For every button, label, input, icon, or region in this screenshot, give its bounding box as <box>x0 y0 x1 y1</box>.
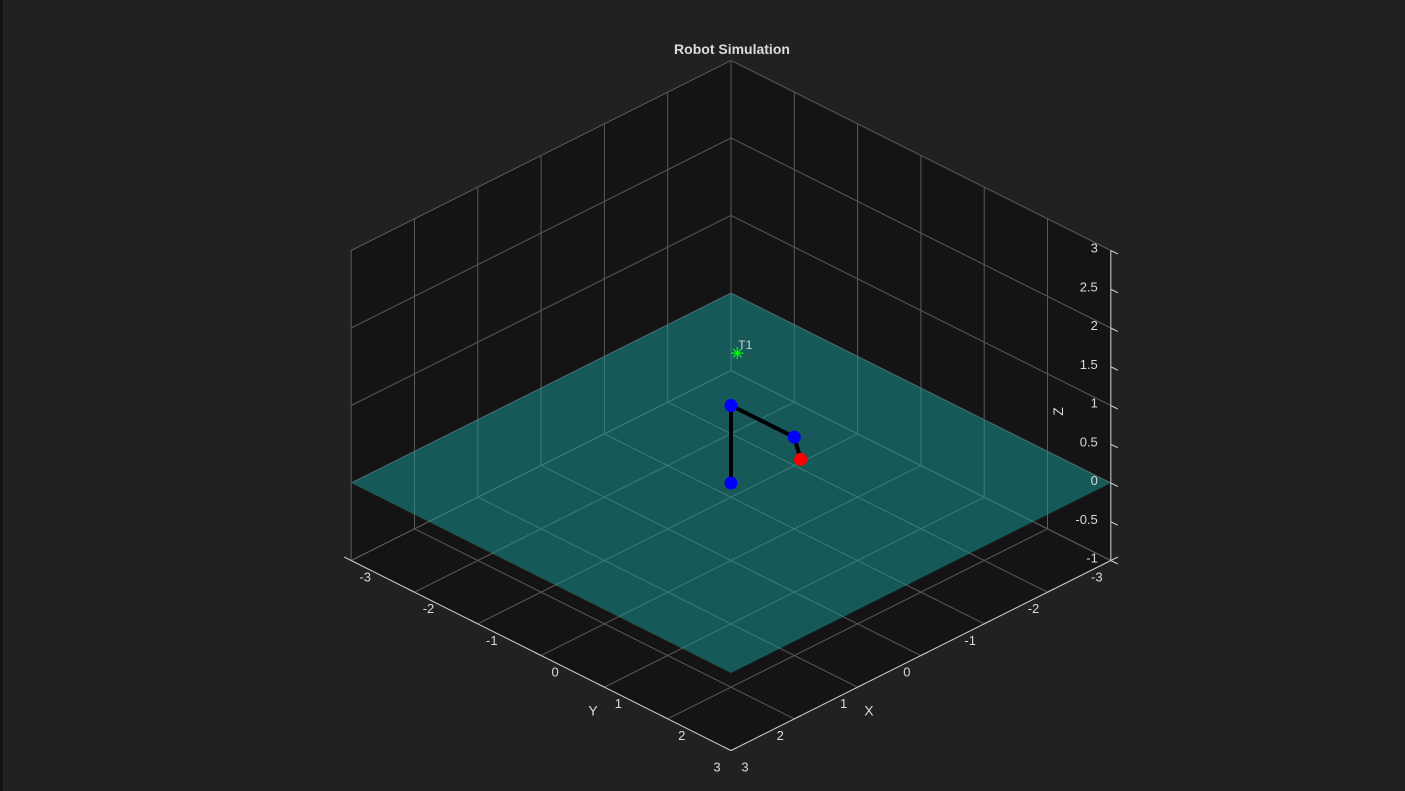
x-axis-label: X <box>864 703 874 719</box>
grid-line <box>350 292 732 484</box>
x-tick <box>730 746 739 751</box>
grid-line <box>730 137 1112 329</box>
z-tick-label: 2 <box>1091 318 1098 333</box>
x-tick-label: 3 <box>713 760 720 775</box>
y-tick-label: 2 <box>678 728 685 743</box>
y-tick-label: -2 <box>423 601 435 616</box>
target-label: T1 <box>738 338 752 352</box>
z-tick <box>1110 366 1119 371</box>
window-edge <box>0 0 3 791</box>
z-tick <box>1110 521 1119 526</box>
robot-link <box>729 403 797 440</box>
x-tick-label: 0 <box>903 665 910 680</box>
grid-line <box>730 292 1112 484</box>
y-tick-label: 0 <box>551 665 558 680</box>
y-tick <box>470 619 479 625</box>
z-tick <box>1110 482 1119 487</box>
x-tick <box>1110 556 1119 561</box>
z-tick <box>1110 405 1119 410</box>
x-tick-label: -1 <box>964 633 976 648</box>
y-tick-label: -3 <box>359 570 371 585</box>
robot-joint <box>787 430 801 444</box>
x-tick <box>920 651 929 656</box>
grid-line <box>350 215 732 406</box>
grid-line <box>730 215 1112 406</box>
grid-line <box>350 137 732 329</box>
axis-ticks: -3 -2 -1 0 1 2 3 -3 -2 -1 0 1 2 3 -1 -0.5 0 0.5 1 1.5 2 2.5 3 <box>343 241 1119 775</box>
x-tick <box>794 714 802 720</box>
z-axis-label: Z <box>1050 407 1066 416</box>
z-tick-label: 0 <box>1091 473 1098 488</box>
robot-arm <box>724 399 808 490</box>
y-tick <box>660 714 668 720</box>
target-marker <box>731 347 744 360</box>
y-tick <box>407 588 415 593</box>
z-tick-label: -0.5 <box>1075 512 1097 527</box>
z-tick-label: 3 <box>1091 241 1098 256</box>
robot-joint <box>724 476 738 490</box>
z-tick <box>1110 443 1119 449</box>
x-tick <box>1047 588 1055 593</box>
x-tick-label: -3 <box>1091 570 1103 585</box>
x-tick <box>983 619 992 625</box>
y-tick-label: 1 <box>615 696 622 711</box>
z-tick <box>1110 288 1119 294</box>
y-axis-label: Y <box>588 703 598 719</box>
z-tick-label: 1.5 <box>1080 357 1098 372</box>
y-tick <box>533 651 542 656</box>
grid-line <box>414 528 795 720</box>
x-tick <box>857 683 865 688</box>
end-effector <box>794 452 808 466</box>
z-tick-label: 1 <box>1091 396 1098 411</box>
z-tick <box>1110 560 1119 565</box>
y-tick-label: -1 <box>486 633 498 648</box>
y-tick <box>723 746 732 751</box>
robot-joint <box>724 399 738 412</box>
target-marker-group: T1 <box>731 338 753 360</box>
x-tick-label: -2 <box>1028 601 1040 616</box>
x-tick-label: 1 <box>840 696 847 711</box>
z-tick <box>1110 327 1119 332</box>
z-tick-label: 2.5 <box>1080 279 1098 294</box>
chart-title: Robot Simulation <box>674 41 790 57</box>
y-tick <box>597 683 605 688</box>
grid-line <box>730 60 1112 251</box>
x-tick-label: 2 <box>777 728 784 743</box>
z-tick-label: 0.5 <box>1080 434 1098 449</box>
grid-line <box>350 60 732 251</box>
z-tick-label: -1 <box>1086 551 1098 566</box>
y-tick-label: 3 <box>741 760 748 775</box>
z-tick <box>1110 250 1119 255</box>
y-tick <box>343 556 352 561</box>
